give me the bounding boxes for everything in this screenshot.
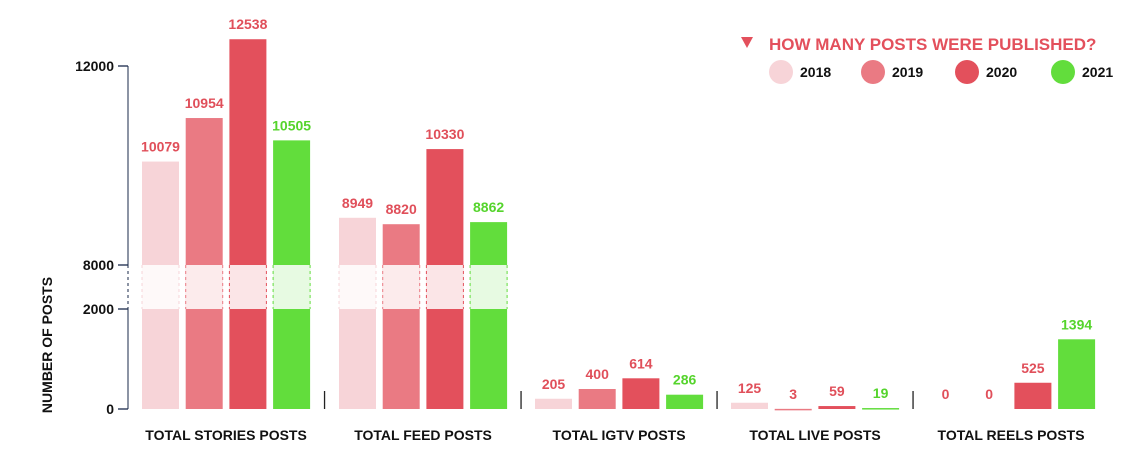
data-label: 525: [1021, 360, 1045, 376]
category-label: TOTAL STORIES POSTS: [145, 427, 307, 443]
bar: [382, 224, 420, 409]
data-label: 286: [673, 372, 697, 388]
category-label: TOTAL LIVE POSTS: [749, 427, 880, 443]
legend: HOW MANY POSTS WERE PUBLISHED? 2018 2019 2…: [741, 35, 1113, 84]
category-label: TOTAL FEED POSTS: [354, 427, 492, 443]
legend-label: 2021: [1082, 64, 1113, 80]
bar: [774, 408, 812, 411]
category-labels: TOTAL STORIES POSTS TOTAL FEED POSTS TOTAL…: [145, 391, 1085, 443]
data-label: 400: [586, 366, 610, 382]
data-label: 10079: [141, 139, 180, 155]
category-label: TOTAL IGTV POSTS: [553, 427, 686, 443]
category-label: TOTAL REELS POSTS: [938, 427, 1085, 443]
legend-swatch: [955, 60, 979, 84]
y-axis: 0 2000 8000 12000: [75, 58, 129, 417]
data-label: 0: [985, 386, 993, 402]
bar-break-band: [470, 265, 508, 309]
bar: [470, 222, 508, 409]
legend-title: HOW MANY POSTS WERE PUBLISHED?: [769, 35, 1096, 54]
legend-label: 2020: [986, 64, 1017, 80]
data-label: 3: [789, 386, 797, 402]
data-labels: 10079 10954 12538 10505 8949 8820 10330 8862 205…: [141, 16, 1092, 402]
data-label: 10505: [272, 117, 311, 133]
data-label: 10330: [425, 126, 464, 142]
y-tick-label: 0: [106, 401, 114, 417]
bar-break-band: [426, 265, 464, 309]
bar-break-band: [185, 265, 223, 309]
bar: [731, 402, 768, 409]
bar: [578, 389, 616, 409]
legend-swatch: [769, 60, 793, 84]
y-tick-label: 12000: [75, 58, 114, 74]
data-label: 12538: [228, 16, 267, 32]
bar: [862, 408, 900, 410]
data-label: 8862: [473, 199, 504, 215]
bar: [339, 217, 376, 409]
bar: [535, 398, 572, 409]
bar-break-band: [142, 265, 179, 309]
bar-break-band: [229, 265, 267, 309]
legend-label: 2019: [892, 64, 923, 80]
data-label: 8949: [342, 195, 373, 211]
bars: [141, 39, 1096, 411]
bar: [666, 394, 704, 409]
bar-break-band: [273, 265, 311, 309]
y-tick-label: 2000: [83, 301, 114, 317]
bar: [185, 118, 223, 409]
bar-break-band: [382, 265, 420, 309]
bar: [818, 406, 856, 409]
data-label: 205: [542, 376, 566, 392]
data-label: 8820: [386, 201, 417, 217]
legend-swatch: [861, 60, 885, 84]
data-label: 125: [738, 380, 762, 396]
data-label: 614: [629, 355, 653, 371]
bar: [622, 378, 660, 409]
data-label: 10954: [185, 95, 224, 111]
bar-break-band: [339, 265, 376, 309]
bar: [1014, 382, 1052, 409]
y-tick-label: 8000: [83, 257, 114, 273]
data-label: 1394: [1061, 316, 1092, 332]
legend-swatch: [1051, 60, 1075, 84]
data-label: 19: [873, 385, 889, 401]
legend-label: 2018: [800, 64, 831, 80]
data-label: 0: [942, 386, 950, 402]
legend-triangle-icon: [741, 37, 753, 48]
bar: [1058, 339, 1096, 409]
y-axis-title: NUMBER OF POSTS: [39, 277, 55, 413]
bar: [229, 39, 267, 410]
data-label: 59: [829, 383, 845, 399]
